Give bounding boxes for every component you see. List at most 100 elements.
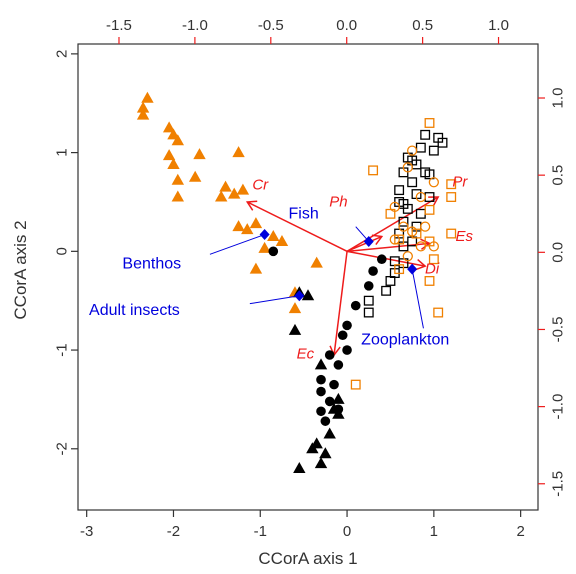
data-point-open-circle (415, 191, 426, 203)
vector-arrowhead (428, 196, 440, 207)
vector-label: Ph (329, 193, 347, 210)
vector-arrowhead (420, 238, 431, 250)
data-point-open-square (428, 254, 439, 265)
data-point-open-square (424, 275, 435, 286)
top-tick-label: -1.0 (182, 17, 208, 34)
vector-arrowhead (245, 200, 258, 211)
data-point-triangle (288, 323, 302, 335)
data-point-circle (363, 281, 374, 291)
group-label: Zooplankton (361, 332, 449, 349)
data-point-circle (337, 330, 348, 341)
data-point-triangle (215, 190, 228, 202)
data-point-circle (350, 300, 361, 311)
data-point-circle (316, 374, 326, 385)
data-point-open-circle (398, 221, 409, 232)
data-point-open-square (446, 179, 457, 190)
data-point-triangle (219, 180, 232, 192)
data-point-open-square (394, 264, 405, 275)
top-tick-label: 0.0 (336, 17, 357, 34)
group-centroid-diamond (363, 235, 374, 247)
data-points (136, 91, 457, 474)
data-point-triangle (228, 187, 241, 199)
vector-es (346, 242, 430, 253)
data-point-triangle (301, 289, 315, 301)
data-point-triangle (314, 358, 328, 370)
data-point-triangle (136, 101, 150, 113)
data-point-open-square (394, 234, 405, 245)
data-point-circle (324, 396, 335, 407)
labels: Cr Ph Pr Es Di Ec Benthos Fish Adult insects Zoop… (89, 174, 473, 363)
data-point-triangle (167, 157, 180, 169)
data-point-triangle (241, 223, 254, 235)
data-point-open-square (394, 185, 405, 196)
data-point-triangle (171, 134, 185, 146)
group-connector (209, 234, 265, 255)
data-point-triangle (141, 91, 154, 103)
x-tick-label: -1 (254, 523, 267, 540)
data-point-triangle (258, 241, 271, 253)
y-tick-label: 1 (54, 148, 71, 156)
data-point-triangle (332, 392, 345, 404)
data-point-triangle (188, 170, 202, 182)
x-tick-label: 1 (430, 523, 438, 540)
right-tick-label: 0.0 (550, 242, 567, 263)
x-tick-label: 0 (343, 523, 351, 540)
data-point-open-square (385, 275, 396, 286)
top-tick-label: -1.5 (106, 17, 132, 34)
top-tick-label: -0.5 (258, 17, 284, 34)
data-point-open-square (363, 295, 374, 306)
group-markers (209, 226, 424, 329)
data-point-triangle (293, 462, 306, 474)
data-point-circle (268, 246, 279, 257)
data-point-triangle (288, 302, 302, 314)
data-point-open-circle (428, 177, 439, 188)
data-point-triangle (249, 217, 263, 229)
data-point-open-square (415, 142, 426, 153)
y-tick-label: -1 (54, 343, 71, 356)
data-point-open-circle (428, 241, 439, 252)
data-point-open-square (428, 145, 439, 156)
data-point-triangle (323, 427, 336, 439)
vector-label: Ec (297, 346, 315, 363)
top-tick-label: 1.0 (488, 17, 509, 34)
group-centroid-diamond (294, 290, 305, 302)
data-point-triangle (171, 190, 185, 202)
data-point-open-square (368, 165, 379, 176)
data-point-open-square (363, 307, 374, 318)
data-point-open-circle (420, 221, 431, 232)
data-point-open-square (398, 216, 409, 227)
data-point-open-square (424, 169, 435, 180)
group-connector (411, 269, 424, 329)
group-connector (249, 295, 300, 305)
group-label: Adult insects (89, 302, 180, 319)
data-point-open-square (437, 137, 448, 148)
data-point-open-square (381, 285, 392, 296)
right-tick-label: -1.0 (550, 394, 567, 420)
y-tick-label: -2 (54, 442, 71, 455)
x-axis-title: CCorA axis 1 (258, 549, 357, 568)
plot-frame (77, 43, 539, 511)
right-tick-label: 1.0 (550, 88, 567, 109)
x-tick-label: -2 (167, 523, 180, 540)
data-point-open-circle (407, 226, 418, 237)
data-point-triangle (319, 447, 332, 459)
data-point-circle (368, 266, 378, 276)
data-point-open-circle (389, 201, 400, 213)
data-point-open-square (415, 208, 426, 219)
right-tick-label: -0.5 (550, 317, 567, 343)
data-point-open-square (446, 228, 457, 239)
data-point-circle (333, 360, 344, 370)
group-label: Fish (289, 205, 319, 222)
data-point-triangle (267, 230, 280, 242)
data-point-open-square (424, 118, 435, 128)
data-point-open-square (433, 307, 444, 318)
y-tick-label: 0 (54, 247, 71, 255)
vector-pr (346, 196, 439, 252)
data-point-open-circle (415, 241, 426, 252)
vector-label: Di (425, 261, 440, 278)
data-point-circle (333, 404, 344, 415)
data-point-circle (342, 345, 352, 355)
vector-arrows (245, 196, 440, 357)
data-point-triangle (249, 262, 263, 274)
